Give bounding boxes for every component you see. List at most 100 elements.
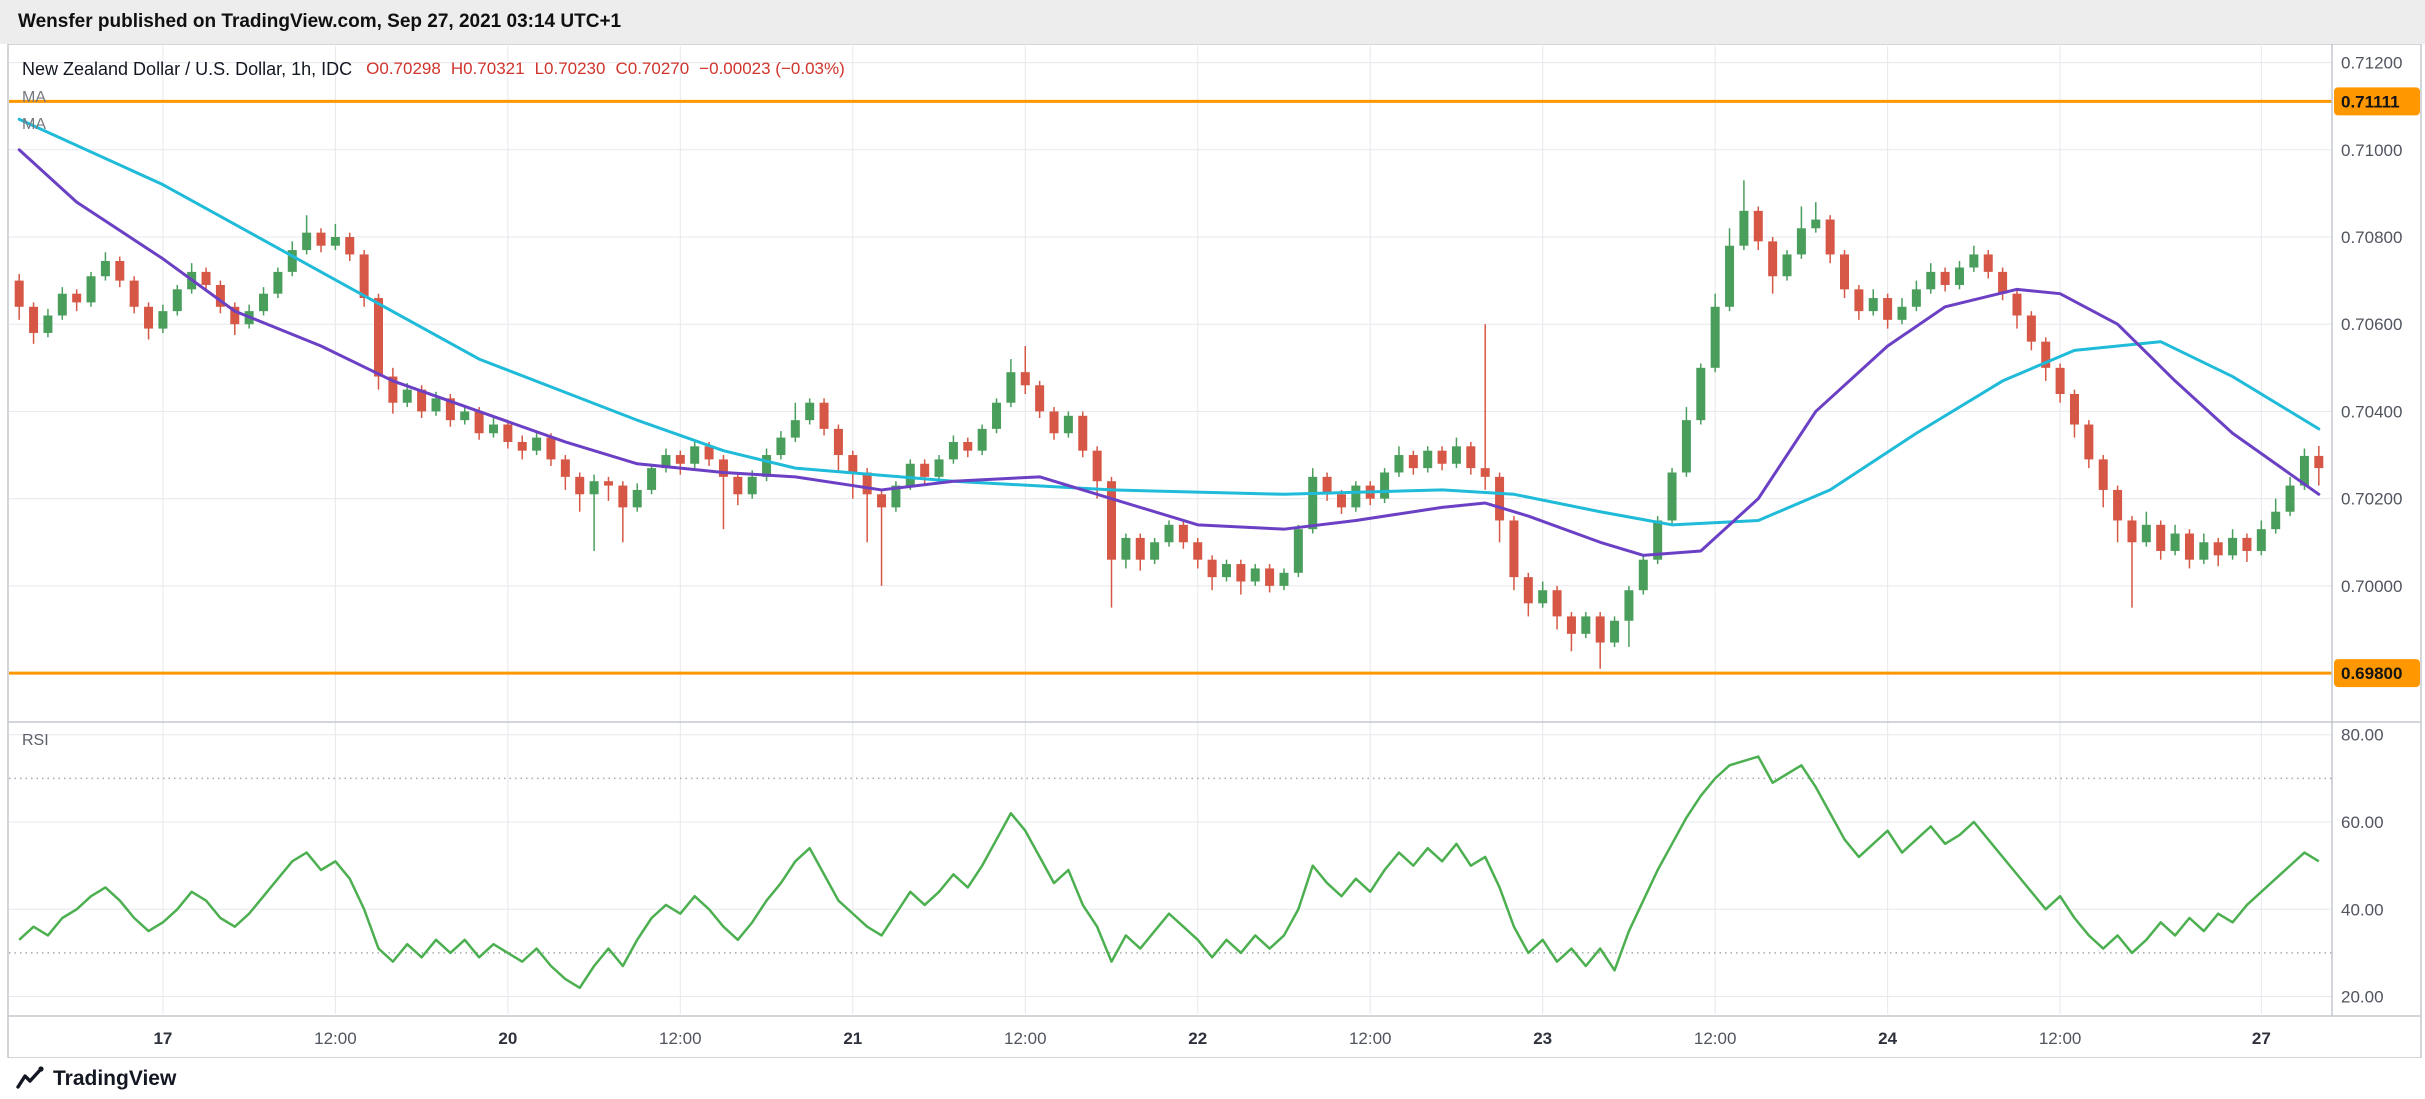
candle-body [2256, 529, 2266, 551]
alert-price-badge-label: 0.69800 [2341, 664, 2402, 683]
candle-body [2041, 341, 2051, 368]
candle-body [474, 411, 484, 434]
candle-body [2141, 524, 2151, 543]
time-axis-label[interactable]: 21 [843, 1029, 862, 1048]
ohlc-low: L0.70230 [534, 59, 606, 78]
candle-body [1466, 446, 1476, 469]
time-axis-label[interactable]: 12:00 [2039, 1029, 2082, 1048]
candle-body [1753, 210, 1763, 242]
price-axis-label[interactable]: 0.70000 [2341, 577, 2402, 596]
candle-body [1868, 298, 1878, 312]
time-axis-label[interactable]: 12:00 [659, 1029, 702, 1048]
candle-body [2069, 393, 2079, 425]
ma-purple-line[interactable] [17, 148, 2321, 557]
candle-body [1854, 289, 1864, 312]
candle-body [460, 411, 470, 421]
candle-body [488, 424, 498, 434]
candle-body [776, 437, 786, 456]
time-axis-label[interactable]: 17 [153, 1029, 172, 1048]
price-axis-label[interactable]: 0.70400 [2341, 402, 2402, 421]
candle-body [1351, 485, 1361, 508]
candle-body [388, 376, 398, 403]
candle-body [374, 298, 384, 377]
candle-body [503, 424, 513, 442]
symbol-legend-row: New Zealand Dollar / U.S. Dollar, 1h, ID… [22, 54, 855, 84]
candle-body [1092, 450, 1102, 482]
publish-text: Wensfer published on TradingView.com, Se… [18, 11, 622, 32]
candle-body [1006, 372, 1016, 403]
rsi-axis-label[interactable]: 20.00 [2341, 988, 2384, 1007]
candle-body [330, 237, 340, 246]
candle-body [259, 293, 269, 312]
candlestick-series[interactable] [14, 180, 2324, 669]
time-axis-label[interactable]: 27 [2252, 1029, 2271, 1048]
time-axis-label[interactable]: 12:00 [1004, 1029, 1047, 1048]
candle-body [2055, 367, 2065, 394]
candle-body [517, 441, 527, 451]
time-axis-label[interactable]: 24 [1878, 1029, 1897, 1048]
candle-body [747, 476, 757, 495]
candle-body [1164, 524, 1174, 543]
main-price-pane[interactable] [8, 44, 2332, 722]
candle-body [819, 402, 829, 429]
price-axis-label[interactable]: 0.70800 [2341, 228, 2402, 247]
price-axis-label[interactable]: 0.70600 [2341, 315, 2402, 334]
candle-body [1322, 476, 1332, 495]
candle-body [2113, 489, 2123, 521]
candle-body [977, 428, 987, 451]
time-axis-label[interactable]: 23 [1533, 1029, 1552, 1048]
rsi-axis-label[interactable]: 80.00 [2341, 726, 2384, 745]
ma-indicator-label-2[interactable]: MA [22, 111, 855, 138]
candle-body [316, 232, 326, 246]
candle-body [2170, 533, 2180, 551]
candle-body [805, 402, 815, 421]
rsi-axis-label[interactable]: 60.00 [2341, 813, 2384, 832]
candle-body [877, 494, 887, 508]
price-axis-label[interactable]: 0.71200 [2341, 54, 2402, 73]
time-axis-label[interactable]: 12:00 [314, 1029, 357, 1048]
ma-cyan-line[interactable] [17, 117, 2321, 527]
candle-body [992, 402, 1002, 429]
rsi-line[interactable] [18, 755, 2320, 990]
candle-body [72, 293, 82, 303]
candle-body [1107, 481, 1117, 560]
candle-body [1394, 455, 1404, 473]
candle-body [532, 437, 542, 451]
candle-body [1825, 219, 1835, 255]
tradingview-logo-icon[interactable] [16, 1065, 44, 1092]
candle-body [1408, 455, 1418, 469]
time-axis-label[interactable]: 22 [1188, 1029, 1207, 1048]
candle-body [1437, 450, 1447, 464]
rsi-pane[interactable] [8, 722, 2332, 1016]
candle-body [2213, 542, 2223, 556]
candle-body [891, 485, 901, 508]
price-axis-label[interactable]: 0.71000 [2341, 141, 2402, 160]
candle-body [1969, 254, 1979, 268]
alert-price-badge[interactable] [2334, 87, 2420, 116]
candle-body [1509, 520, 1519, 578]
candle-body [1840, 254, 1850, 290]
candle-body [2084, 424, 2094, 460]
price-axis-label[interactable]: 0.70200 [2341, 490, 2402, 509]
rsi-axis-label[interactable]: 40.00 [2341, 900, 2384, 919]
ma-indicator-label-1[interactable]: MA [22, 84, 855, 111]
candle-body [1796, 228, 1806, 255]
time-axis-label[interactable]: 20 [498, 1029, 517, 1048]
rsi-label-text: RSI [22, 732, 49, 749]
candle-body [920, 463, 930, 477]
candle-body [1566, 616, 1576, 634]
candle-body [417, 389, 427, 412]
time-axis-label[interactable]: 12:00 [1694, 1029, 1737, 1048]
symbol-title[interactable]: New Zealand Dollar / U.S. Dollar, 1h, ID… [22, 58, 353, 79]
rsi-indicator-label[interactable]: RSI [22, 732, 49, 750]
time-axis[interactable] [8, 1016, 2421, 1058]
candle-body [1380, 472, 1390, 499]
price-axis[interactable] [2332, 44, 2421, 1016]
candle-body [704, 446, 714, 460]
candle-body [575, 476, 585, 495]
tradingview-brand[interactable]: TradingView [53, 1066, 177, 1090]
alert-price-badge[interactable] [2334, 659, 2420, 688]
time-axis-label[interactable]: 12:00 [1349, 1029, 1392, 1048]
candle-body [57, 293, 67, 316]
